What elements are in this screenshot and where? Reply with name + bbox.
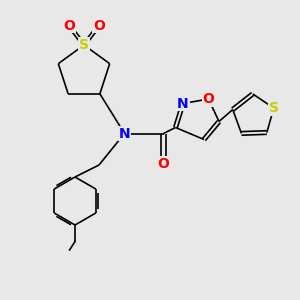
Text: O: O (202, 92, 214, 106)
Text: O: O (93, 19, 105, 32)
Text: N: N (119, 127, 130, 140)
Text: O: O (158, 157, 169, 170)
Text: S: S (269, 101, 279, 115)
Text: O: O (63, 19, 75, 32)
Text: S: S (79, 38, 89, 52)
Text: N: N (177, 97, 189, 110)
